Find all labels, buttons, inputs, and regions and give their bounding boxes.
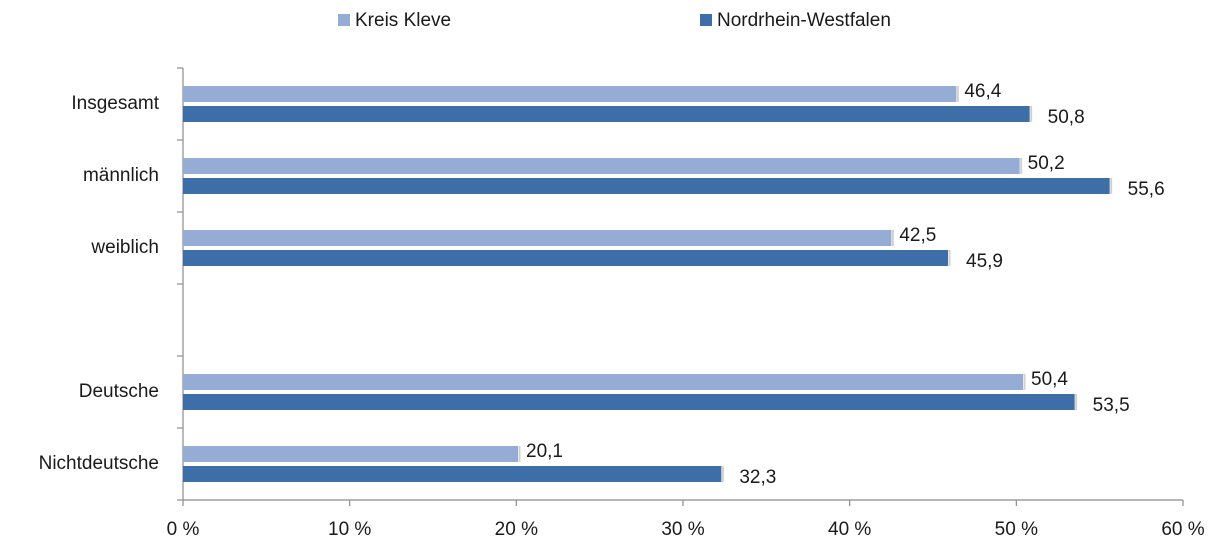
value-label: 55,6 (1128, 179, 1165, 200)
x-tick-label: 40 % (828, 519, 871, 540)
y-tick-label: Insgesamt (71, 93, 159, 114)
bar (183, 86, 957, 102)
value-label: 20,1 (526, 441, 563, 462)
value-label: 46,4 (964, 81, 1001, 102)
value-label: 50,2 (1028, 153, 1065, 174)
bar (183, 466, 722, 482)
y-tick-label: Nichtdeutsche (39, 453, 159, 474)
value-label: 45,9 (966, 251, 1003, 272)
legend-label: Kreis Kleve (355, 10, 451, 31)
bar (183, 230, 892, 246)
bar (183, 178, 1110, 194)
value-label: 42,5 (899, 225, 936, 246)
x-tick-label: 50 % (995, 519, 1038, 540)
bar (183, 250, 948, 266)
y-tick-label: männlich (83, 165, 159, 186)
bar (183, 158, 1020, 174)
legend-swatch (700, 14, 712, 26)
y-tick-label: Deutsche (79, 381, 159, 402)
legend-label: Nordrhein-Westfalen (717, 10, 891, 31)
x-tick-label: 10 % (328, 519, 371, 540)
legend-swatch (338, 14, 350, 26)
x-tick-label: 30 % (661, 519, 704, 540)
x-tick-label: 20 % (495, 519, 538, 540)
bar (183, 106, 1030, 122)
x-tick-label: 60 % (1161, 519, 1204, 540)
y-tick-label: weiblich (90, 237, 159, 258)
x-tick-label: 0 % (167, 519, 200, 540)
value-label: 50,4 (1031, 369, 1068, 390)
bar (183, 446, 518, 462)
value-label: 50,8 (1048, 107, 1085, 128)
value-label: 53,5 (1093, 395, 1130, 416)
value-label: 32,3 (739, 467, 776, 488)
bar (183, 374, 1023, 390)
bar (183, 394, 1075, 410)
